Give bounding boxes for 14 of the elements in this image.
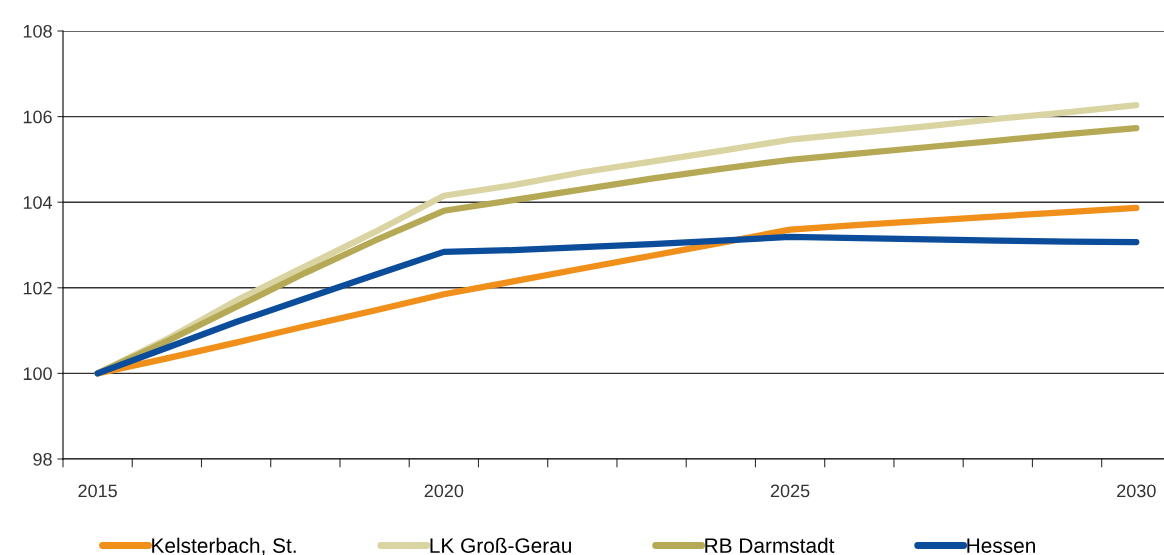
x-tick-label: 2020 xyxy=(424,484,464,498)
y-tick-label: 102 xyxy=(23,281,52,295)
x-tick-label: 2015 xyxy=(78,484,117,498)
y-tick-label: 108 xyxy=(23,24,52,38)
y-tick-label: 100 xyxy=(23,367,52,381)
x-tick-label: 2025 xyxy=(770,484,810,498)
y-tick-label: 104 xyxy=(23,196,53,209)
y-tick-label: 98 xyxy=(33,452,52,466)
legend-label: LK Groß-Gerau xyxy=(430,537,571,553)
legend-label: Kelsterbach, St. xyxy=(152,537,296,555)
y-tick-label: 106 xyxy=(23,110,52,124)
legend-label: Hessen xyxy=(967,538,1035,553)
legend-label: RB Darmstadt xyxy=(705,537,835,553)
x-tick-label: 2030 xyxy=(1117,484,1156,498)
